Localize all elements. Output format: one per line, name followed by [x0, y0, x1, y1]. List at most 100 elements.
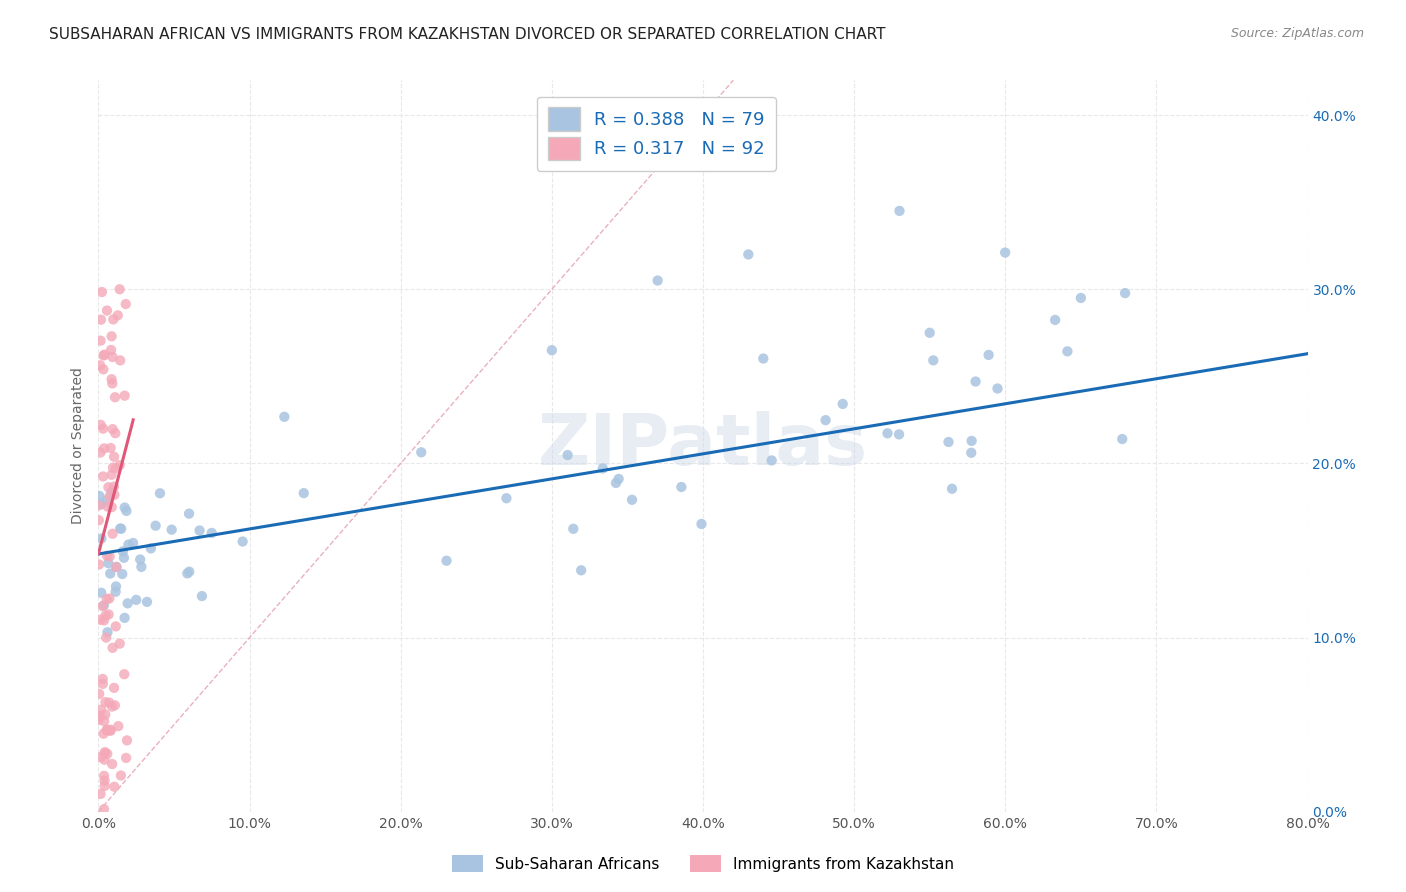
- Point: [87, 713, 110, 727]
- Point: [117, 537, 139, 551]
- Point: [115, 751, 138, 765]
- Point: [111, 544, 134, 558]
- Point: [876, 426, 898, 441]
- Point: [96, 723, 118, 738]
- Point: [93, 362, 115, 376]
- Point: [91, 599, 114, 614]
- Point: [101, 526, 124, 541]
- Point: [122, 536, 145, 550]
- Point: [90, 497, 112, 511]
- Point: [977, 348, 1000, 362]
- Point: [94, 745, 117, 759]
- Point: [149, 486, 172, 500]
- Point: [889, 203, 911, 218]
- Point: [100, 467, 122, 482]
- Point: [98, 490, 121, 504]
- Point: [107, 309, 129, 323]
- Point: [103, 480, 125, 494]
- Point: [91, 469, 114, 483]
- Point: [179, 565, 201, 579]
- Point: [90, 312, 112, 326]
- Point: [941, 482, 963, 496]
- Point: [292, 486, 315, 500]
- Point: [104, 619, 127, 633]
- Point: [98, 566, 121, 581]
- Point: [93, 349, 115, 363]
- Point: [101, 640, 124, 655]
- Point: [89, 709, 111, 723]
- Point: [605, 475, 627, 490]
- Point: [540, 343, 562, 358]
- Point: [232, 534, 254, 549]
- Point: [93, 773, 115, 788]
- Point: [831, 397, 853, 411]
- Point: [108, 458, 131, 472]
- Point: [91, 422, 114, 436]
- Point: [177, 507, 200, 521]
- Point: [1070, 291, 1092, 305]
- Point: [191, 589, 214, 603]
- Point: [93, 613, 115, 627]
- Point: [201, 525, 224, 540]
- Point: [103, 488, 125, 502]
- Point: [737, 247, 759, 261]
- Point: [495, 491, 517, 506]
- Point: [569, 563, 592, 577]
- Point: [918, 326, 941, 340]
- Point: [139, 541, 162, 556]
- Point: [1043, 313, 1066, 327]
- Point: [93, 599, 115, 613]
- Point: [97, 556, 120, 570]
- Text: Source: ZipAtlas.com: Source: ZipAtlas.com: [1230, 27, 1364, 40]
- Point: [89, 489, 111, 503]
- Point: [98, 723, 121, 738]
- Point: [104, 426, 127, 441]
- Point: [90, 285, 112, 299]
- Point: [97, 480, 120, 494]
- Point: [96, 592, 118, 607]
- Point: [112, 667, 135, 681]
- Point: [100, 500, 122, 515]
- Point: [117, 596, 139, 610]
- Point: [104, 584, 127, 599]
- Point: [96, 549, 118, 563]
- Point: [96, 723, 118, 737]
- Point: [101, 699, 124, 714]
- Point: [607, 472, 630, 486]
- Point: [671, 480, 693, 494]
- Point: [101, 460, 124, 475]
- Point: [101, 422, 124, 436]
- Point: [114, 389, 136, 403]
- Point: [93, 727, 115, 741]
- Point: [994, 245, 1017, 260]
- Point: [89, 445, 111, 459]
- Point: [108, 282, 131, 296]
- Point: [101, 376, 124, 391]
- Point: [938, 435, 960, 450]
- Point: [1111, 432, 1133, 446]
- Point: [960, 434, 983, 448]
- Point: [557, 448, 579, 462]
- Point: [90, 532, 112, 546]
- Point: [100, 485, 122, 500]
- Point: [90, 750, 112, 764]
- Point: [89, 687, 111, 701]
- Y-axis label: Divorced or Separated: Divorced or Separated: [72, 368, 86, 524]
- Point: [103, 780, 125, 794]
- Point: [97, 607, 120, 622]
- Point: [98, 591, 121, 606]
- Point: [761, 453, 783, 467]
- Point: [103, 450, 125, 464]
- Point: [110, 522, 132, 536]
- Point: [93, 753, 115, 767]
- Point: [91, 677, 114, 691]
- Point: [96, 631, 118, 645]
- Point: [814, 413, 837, 427]
- Point: [647, 274, 669, 288]
- Point: [592, 461, 614, 475]
- Point: [96, 500, 118, 514]
- Point: [160, 523, 183, 537]
- Point: [1056, 344, 1078, 359]
- Point: [100, 723, 122, 737]
- Point: [100, 372, 122, 386]
